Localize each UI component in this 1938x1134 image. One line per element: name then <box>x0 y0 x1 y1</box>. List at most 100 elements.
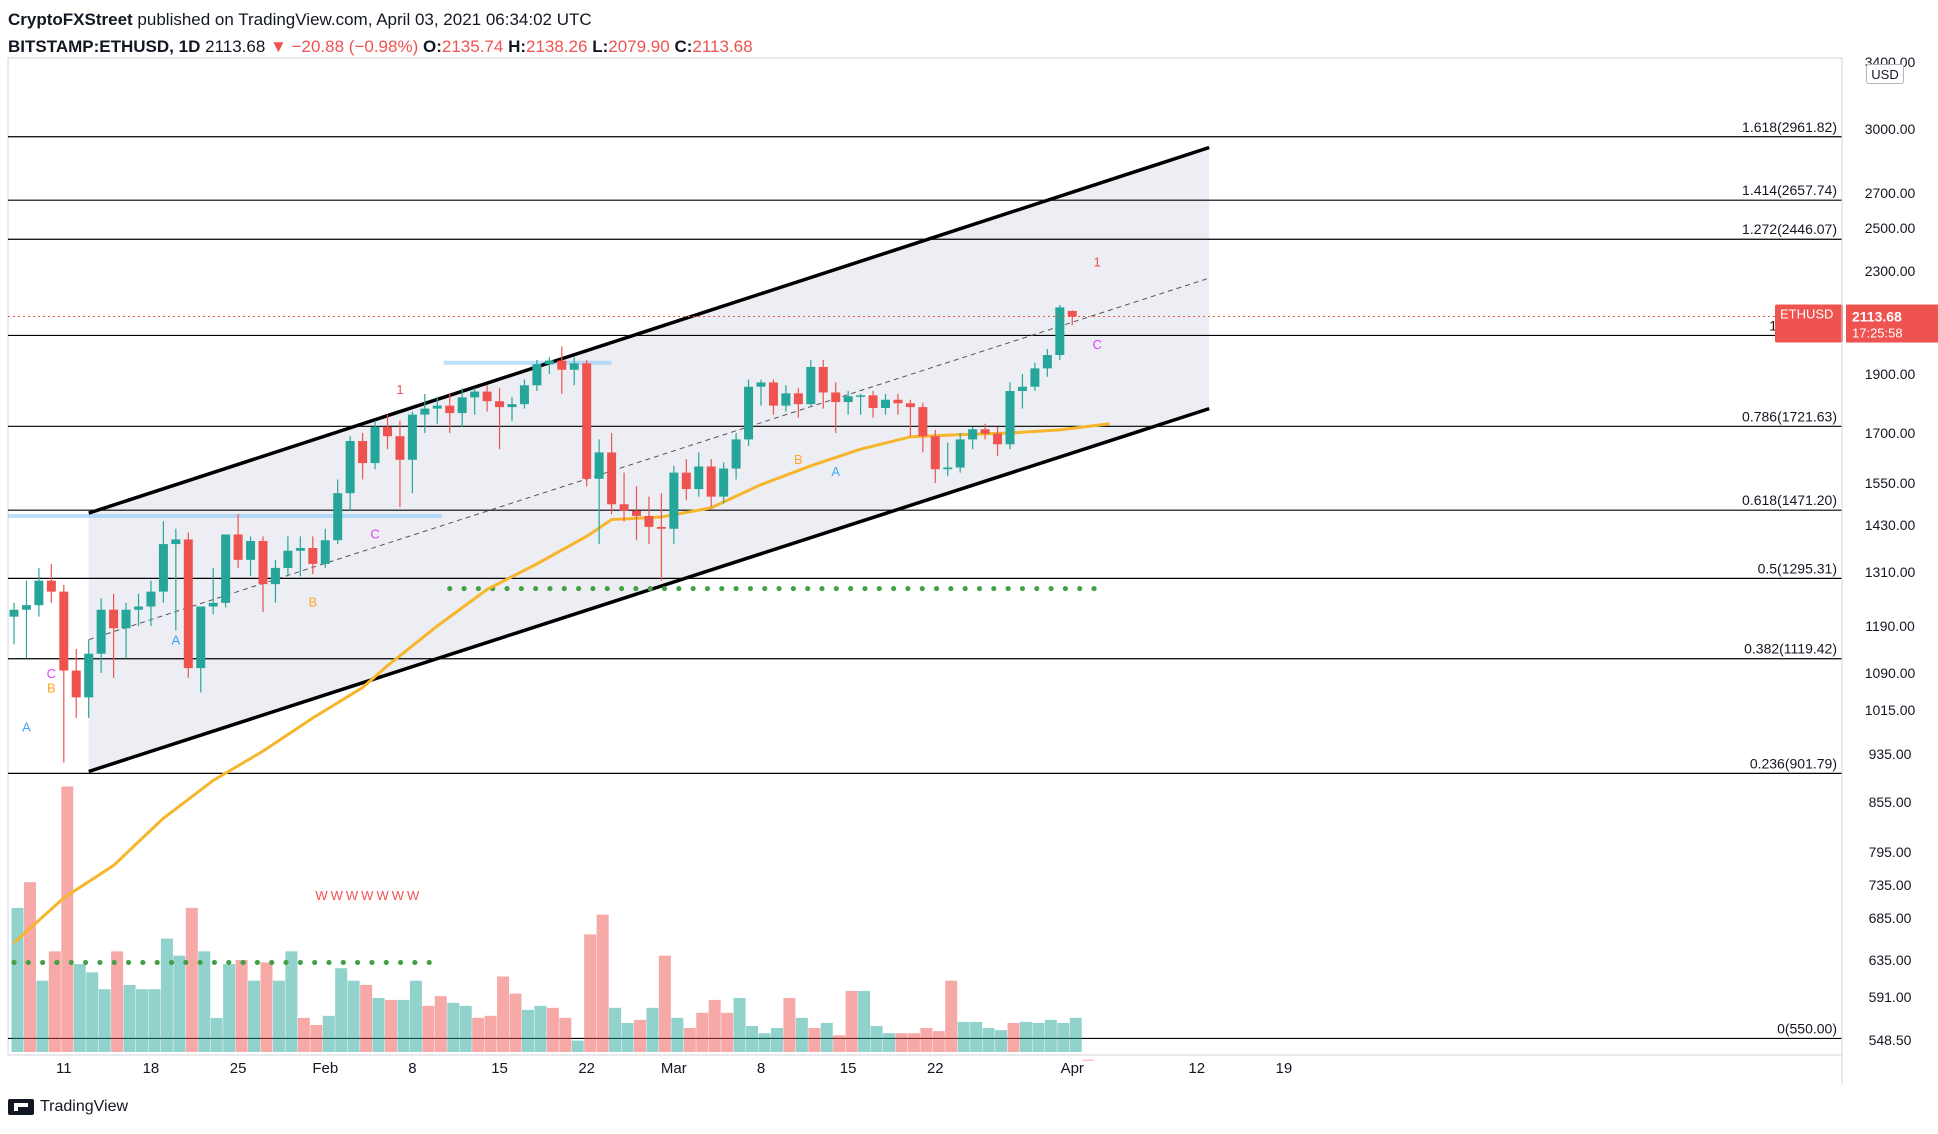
candle-body <box>21 605 31 610</box>
candle-body <box>507 404 517 408</box>
volume-bar <box>198 951 211 1052</box>
volume-bar <box>484 1015 497 1052</box>
y-axis-tick: 2300.00 <box>1865 263 1916 279</box>
tradingview-footer[interactable]: TradingView <box>8 1098 128 1116</box>
volume-bar <box>335 968 348 1052</box>
volume-bar <box>472 1017 485 1052</box>
volume-bar <box>434 996 447 1052</box>
candle-body <box>532 364 542 386</box>
volume-dot <box>197 959 203 966</box>
currency-button[interactable]: USD <box>1866 64 1904 84</box>
volume-bar <box>497 976 510 1052</box>
symbol-label[interactable]: BITSTAMP:ETHUSD, 1D <box>8 37 201 56</box>
volume-dot <box>240 959 246 966</box>
support-dot <box>862 585 868 592</box>
volume-dot <box>68 959 74 966</box>
support-dot <box>533 585 539 592</box>
candle-body <box>345 441 355 494</box>
volume-bar <box>260 962 273 1052</box>
candle-body <box>358 441 368 464</box>
support-dot <box>819 585 825 592</box>
publisher-name[interactable]: CryptoFXStreet <box>8 10 133 29</box>
volume-dot <box>125 959 132 966</box>
support-dot <box>948 585 954 592</box>
down-arrow-icon: ▼ <box>270 37 287 56</box>
volume-bar <box>360 984 373 1052</box>
support-dot <box>647 585 653 592</box>
candle-body <box>930 436 940 470</box>
high-label: H: <box>508 37 527 56</box>
support-dot <box>719 585 725 592</box>
candle-body <box>731 439 741 469</box>
volume-bar <box>820 1022 833 1052</box>
candle-body <box>905 403 915 408</box>
candle-body <box>432 405 442 409</box>
x-axis-tick: 22 <box>927 1060 944 1077</box>
volume-bar <box>845 990 858 1052</box>
candle-body <box>246 540 256 560</box>
y-axis-tick: 1090.00 <box>1865 665 1916 681</box>
volume-bar <box>646 1007 659 1052</box>
candle-body <box>208 602 218 607</box>
volume-bar <box>596 914 609 1052</box>
volume-bar <box>758 1033 771 1052</box>
candle-body <box>980 429 990 434</box>
symbol-line: BITSTAMP:ETHUSD, 1D 2113.68 ▼ −20.88 (−0… <box>8 33 1908 60</box>
x-axis-tick: 12 <box>1188 1060 1205 1077</box>
volume-bar <box>521 1009 534 1052</box>
volume-bar <box>48 951 61 1052</box>
y-axis-tick: 935.00 <box>1869 746 1912 762</box>
volume-bar <box>372 997 385 1052</box>
volume-bar <box>422 1005 435 1052</box>
y-axis-tick: 635.00 <box>1869 952 1912 968</box>
pattern-label: B <box>47 680 56 695</box>
y-axis-tick: 795.00 <box>1869 844 1912 860</box>
candle-body <box>681 472 691 490</box>
candle-body <box>146 591 156 607</box>
volume-bar <box>248 980 261 1052</box>
support-dot <box>833 585 839 592</box>
candle-body <box>258 540 268 585</box>
volume-bar <box>73 964 86 1052</box>
x-axis-tick: Feb <box>312 1060 338 1077</box>
x-axis-tick: 19 <box>1276 1060 1293 1077</box>
volume-bar <box>770 1028 783 1052</box>
volume-bar <box>1082 1059 1095 1061</box>
volume-dot <box>183 959 189 966</box>
price-countdown: 17:25:58 <box>1852 326 1903 341</box>
candle-body <box>196 606 206 669</box>
volume-dot <box>340 959 346 966</box>
price-label-name: ETHUSD <box>1780 307 1833 322</box>
candle-body <box>134 606 143 610</box>
candle-body <box>557 360 567 370</box>
volume-dot <box>82 959 89 966</box>
candle-body <box>457 397 467 414</box>
volume-bar <box>148 989 161 1052</box>
candle-body <box>295 547 305 551</box>
candle-body <box>519 385 529 405</box>
volume-bar <box>783 997 796 1052</box>
volume-bar <box>746 1025 759 1052</box>
x-axis-tick: 15 <box>840 1060 857 1077</box>
channel-mid-line <box>88 277 1210 641</box>
support-dot <box>762 585 768 592</box>
support-dot <box>1034 585 1040 592</box>
support-dot <box>876 585 882 592</box>
y-axis-tick: 2500.00 <box>1865 220 1916 236</box>
candle-body <box>84 653 94 698</box>
candle-body <box>719 468 729 497</box>
fib-label: 1.618(2961.82) <box>1742 119 1837 135</box>
volume-bar <box>1044 1019 1057 1052</box>
candle-body <box>59 591 69 671</box>
volume-bar <box>397 999 410 1052</box>
candle-body <box>1042 355 1052 369</box>
support-dot <box>976 585 983 592</box>
candle-body <box>71 670 81 698</box>
chart-header: CryptoFXStreet published on TradingView.… <box>8 6 1908 60</box>
volume-bar <box>347 980 360 1052</box>
y-axis-tick: 2700.00 <box>1865 185 1916 201</box>
volume-dot <box>254 959 260 966</box>
candle-body <box>781 393 791 406</box>
support-dot <box>733 585 739 592</box>
